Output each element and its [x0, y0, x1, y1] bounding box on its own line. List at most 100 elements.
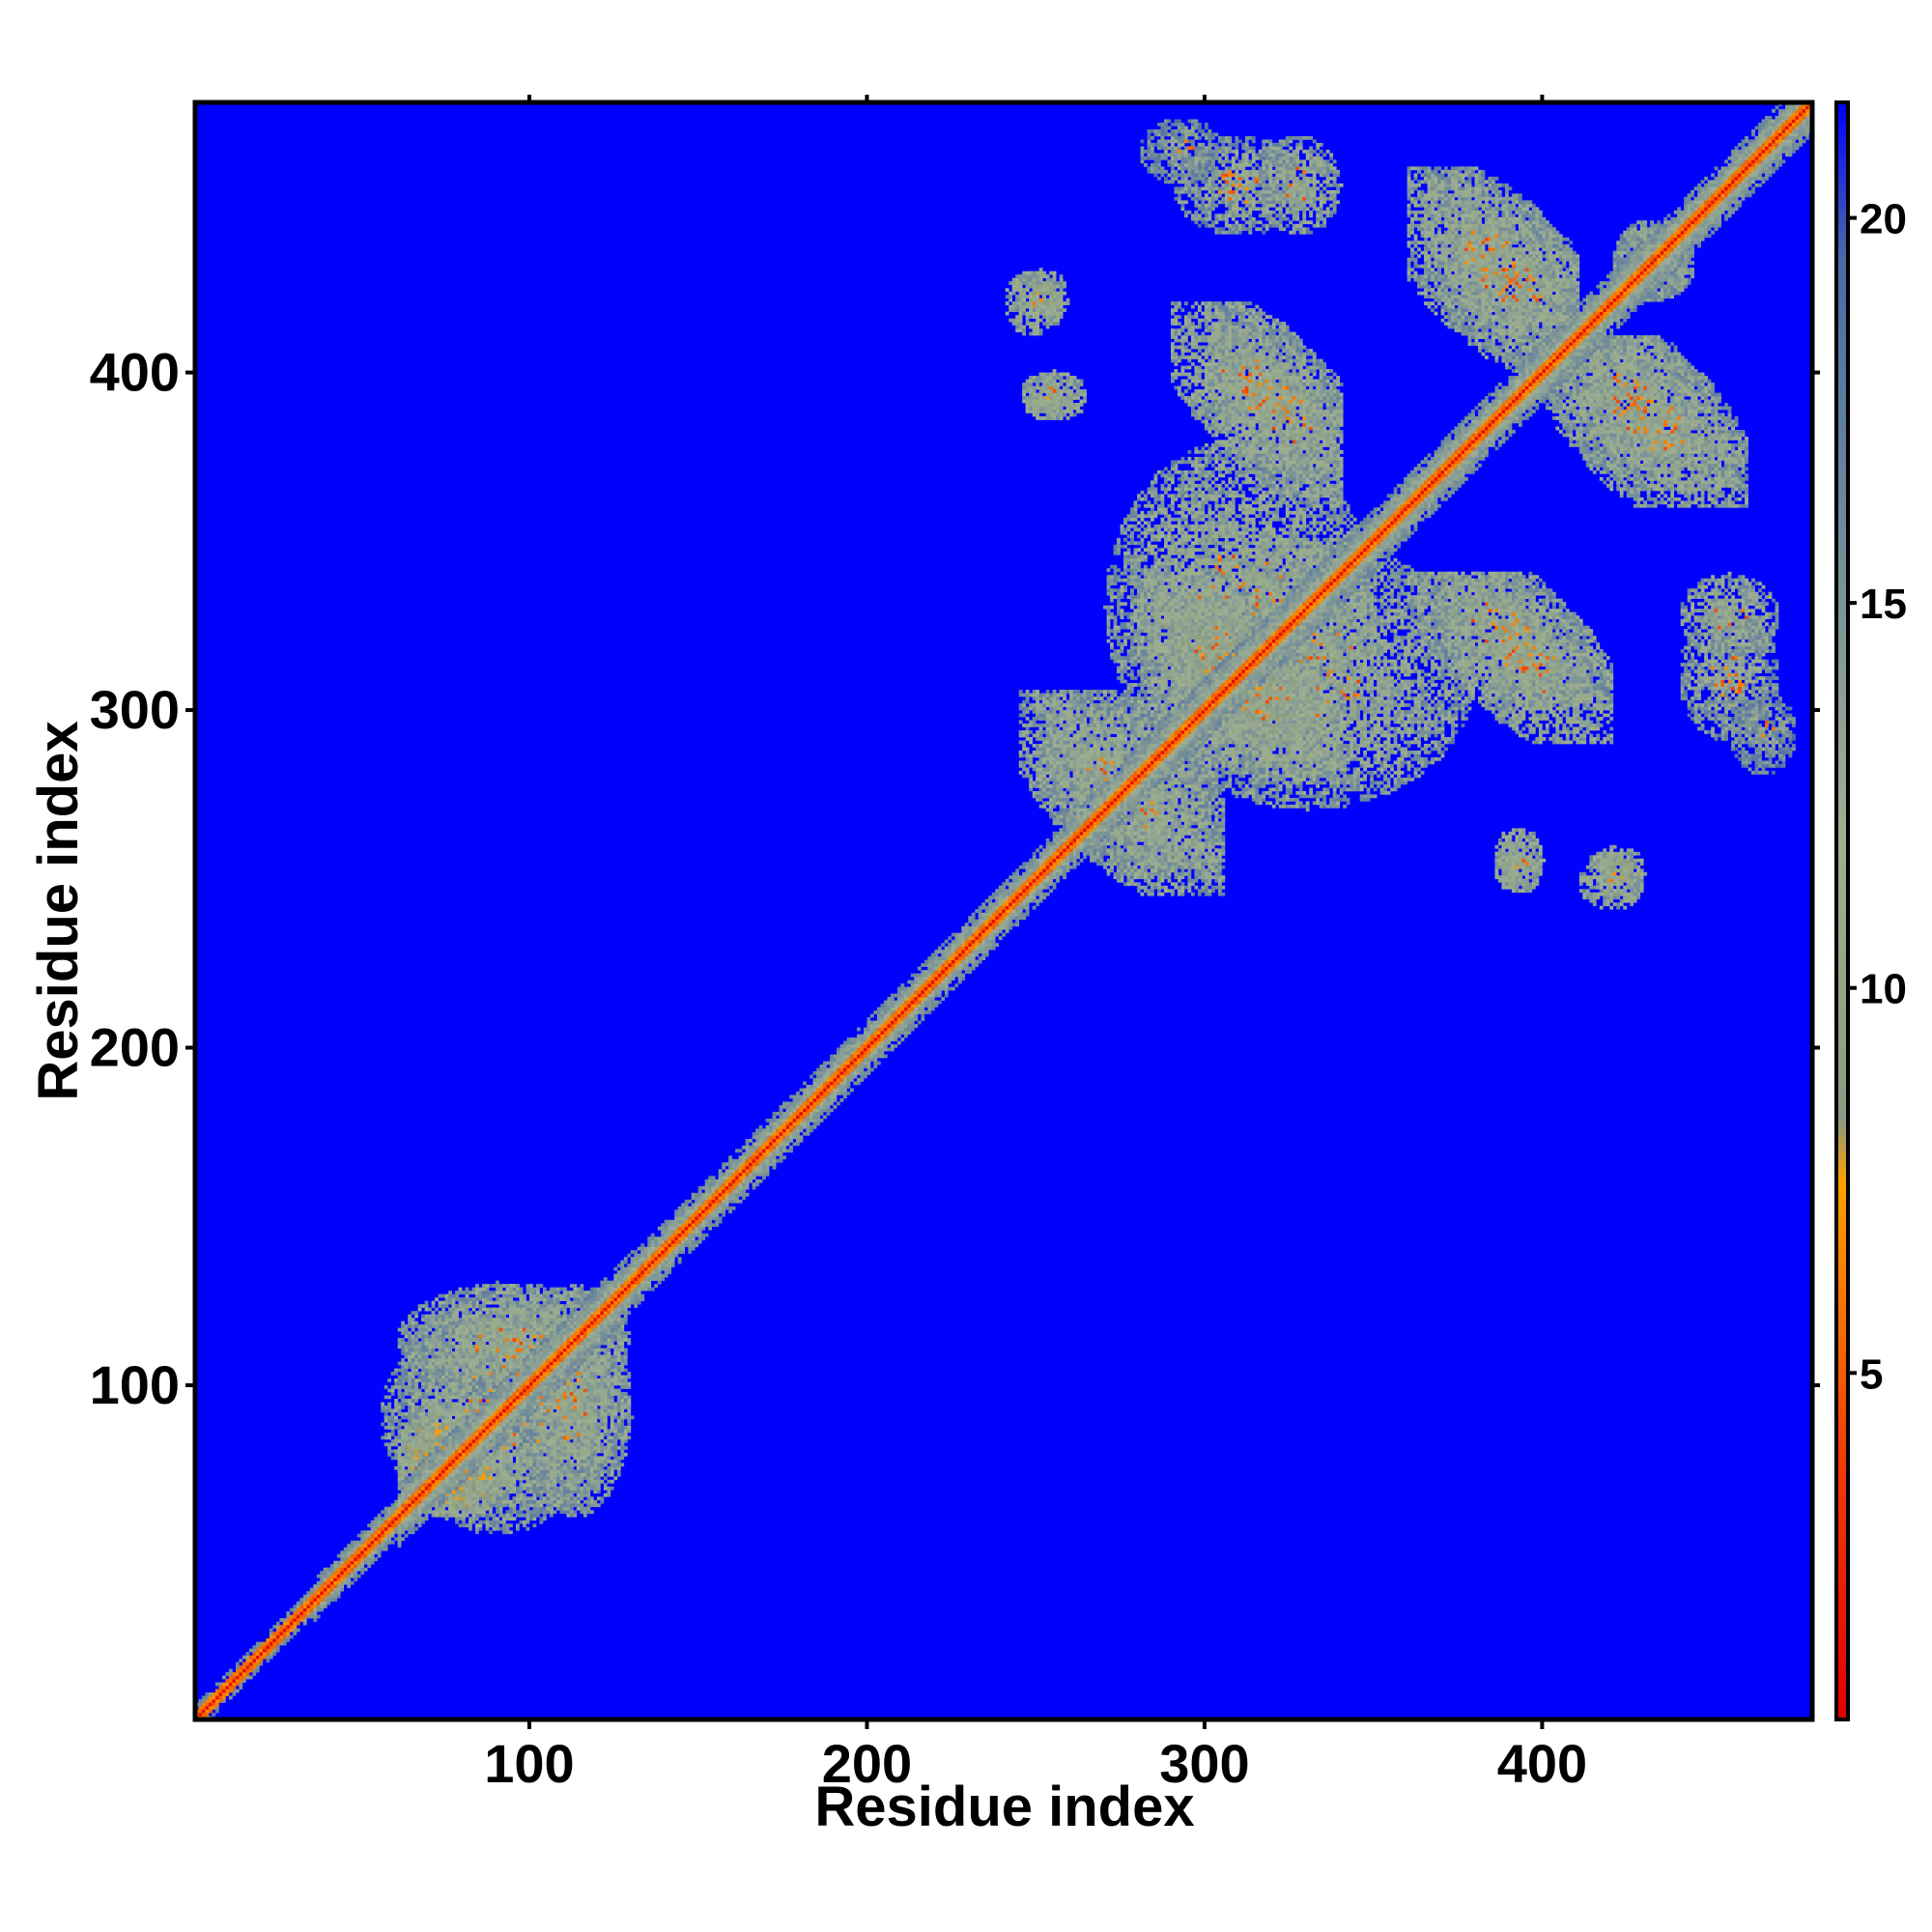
contact-cell	[519, 1318, 523, 1321]
contact-cell	[405, 1372, 409, 1376]
contact-cell	[526, 1466, 529, 1470]
contact-cell	[513, 1335, 517, 1339]
contact-cell	[425, 1399, 429, 1403]
contact-cell	[499, 1365, 503, 1369]
contact-cell	[516, 1469, 520, 1473]
contact-cell	[489, 1378, 493, 1382]
contact-cell	[496, 1355, 499, 1359]
contact-cell	[452, 1396, 456, 1400]
contact-cell	[472, 1520, 476, 1524]
contact-cell	[479, 1331, 483, 1335]
contact-cell	[506, 1503, 510, 1507]
contact-cell	[445, 1402, 449, 1406]
contact-cell	[435, 1355, 439, 1359]
contact-cell	[523, 1318, 526, 1321]
contact-cell	[513, 1490, 517, 1493]
contact-cell	[550, 1419, 554, 1423]
contact-cell	[617, 1415, 621, 1419]
contact-cell	[509, 1433, 513, 1436]
contact-cell	[536, 1490, 540, 1493]
contact-cell	[539, 1507, 543, 1511]
contact-cell	[620, 1382, 624, 1386]
contact-cell	[455, 1318, 459, 1321]
contact-cell	[513, 1480, 517, 1484]
contact-cell	[394, 1419, 398, 1423]
contact-cell	[469, 1342, 472, 1346]
contact-cell	[513, 1433, 517, 1436]
contact-cell	[381, 1406, 384, 1409]
contact-cell	[387, 1449, 391, 1453]
contact-cell	[466, 1396, 469, 1400]
contact-cell	[559, 1476, 563, 1480]
contact-cell	[398, 1412, 402, 1416]
contact-cell	[489, 1338, 493, 1342]
contact-cell	[502, 1483, 506, 1487]
contact-cell	[496, 1527, 499, 1531]
contact-cell	[516, 1456, 520, 1460]
contact-cell	[506, 1429, 510, 1433]
contact-cell	[394, 1399, 398, 1403]
contact-cell	[516, 1473, 520, 1477]
contact-cell	[412, 1349, 415, 1352]
contact-cell	[475, 1402, 479, 1406]
contact-cell	[577, 1435, 581, 1439]
contact-cell	[394, 1439, 398, 1443]
contact-cell	[412, 1422, 415, 1426]
contact-cell	[516, 1439, 520, 1443]
contact-cell	[401, 1362, 405, 1366]
contact-cell	[513, 1439, 517, 1443]
contact-cell	[479, 1399, 483, 1403]
contact-cell	[425, 1406, 429, 1409]
contact-cell	[408, 1415, 412, 1419]
contact-cell	[573, 1422, 577, 1426]
contact-cell	[509, 1469, 513, 1473]
contact-cell	[425, 1429, 429, 1433]
contact-cell	[425, 1392, 429, 1396]
contact-cell	[469, 1376, 472, 1379]
contact-cell	[570, 1490, 574, 1493]
contact-cell	[532, 1435, 536, 1439]
contact-cell	[529, 1490, 533, 1493]
contact-cell	[452, 1365, 456, 1369]
contact-cell	[472, 1396, 476, 1400]
contact-cell	[439, 1338, 442, 1342]
contact-cell	[583, 1446, 587, 1450]
contact-cell	[435, 1385, 439, 1389]
contact-cell	[523, 1487, 526, 1491]
contact-cell	[459, 1415, 463, 1419]
contact-cell	[499, 1520, 503, 1524]
contact-cell	[448, 1396, 452, 1400]
contact-cell	[506, 1453, 510, 1457]
contact-cell	[418, 1435, 422, 1439]
contact-cell	[532, 1291, 536, 1294]
contact-cell	[502, 1442, 506, 1446]
contact-cell	[469, 1402, 472, 1406]
contact-cell	[466, 1487, 469, 1491]
contact-cell	[425, 1439, 429, 1443]
contact-cell	[559, 1402, 563, 1406]
contact-cell	[593, 1426, 597, 1430]
contact-cell	[381, 1435, 384, 1439]
contact-cell	[408, 1433, 412, 1436]
contact-cell	[441, 1369, 445, 1373]
contact-cell	[536, 1473, 540, 1477]
contact-cell	[523, 1304, 526, 1308]
contact-cell	[553, 1422, 556, 1426]
contact-cell	[486, 1324, 490, 1328]
contact-cell	[590, 1460, 594, 1463]
contact-cell	[394, 1378, 398, 1382]
contact-cell	[462, 1301, 466, 1305]
contact-cell	[414, 1415, 418, 1419]
contact-cell	[401, 1402, 405, 1406]
contact-cell	[526, 1527, 529, 1531]
contact-cell	[408, 1399, 412, 1403]
contact-cell	[408, 1408, 412, 1412]
contact-cell	[506, 1304, 510, 1308]
contact-cell	[482, 1288, 486, 1292]
contact-cell	[418, 1378, 422, 1382]
contact-cell	[566, 1466, 570, 1470]
contact-cell	[516, 1493, 520, 1497]
contact-cell	[513, 1496, 517, 1500]
contact-cell	[573, 1412, 577, 1416]
contact-cell	[432, 1362, 436, 1366]
